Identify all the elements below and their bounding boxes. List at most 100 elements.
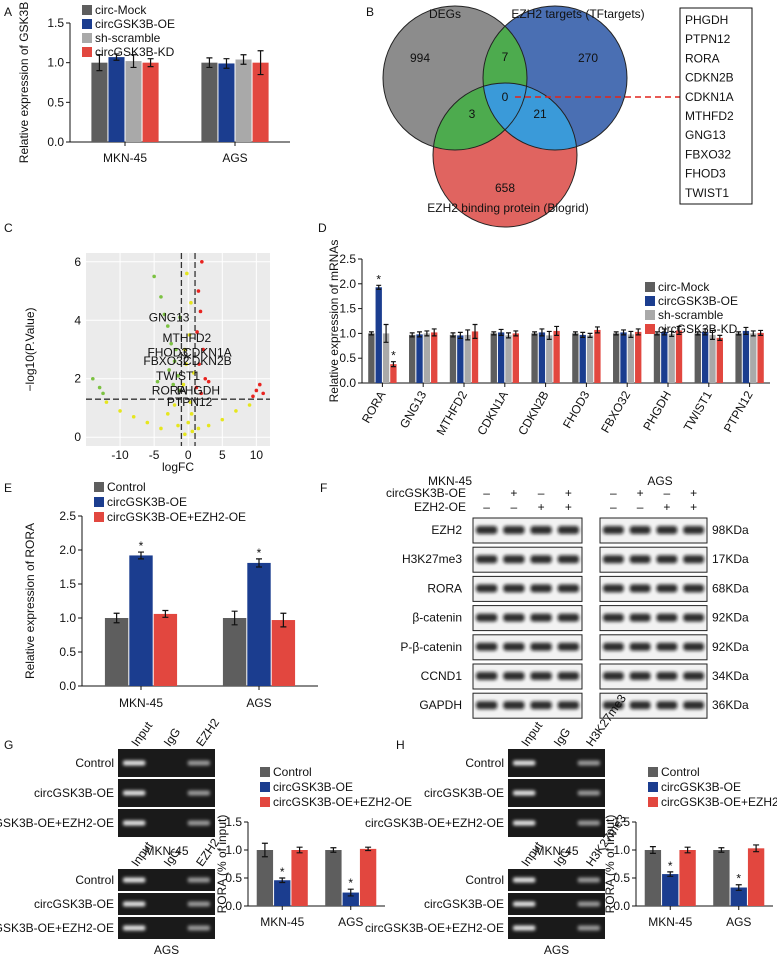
- protein-label: H3K27me3: [402, 552, 462, 566]
- y-tick-label: 0.0: [613, 899, 630, 913]
- y-tick-label: 2.5: [339, 252, 356, 266]
- error-bar: [113, 53, 120, 61]
- point: [183, 432, 187, 437]
- legend-swatch: [260, 797, 270, 807]
- y-tick-label: 1.5: [339, 302, 356, 316]
- protein-size: 34KDa: [712, 669, 749, 683]
- x-tick-label: GNG13: [397, 388, 430, 431]
- x-tick-label: -10: [111, 448, 129, 462]
- treatment-sign: +: [637, 486, 644, 500]
- blot-band: [476, 701, 498, 710]
- gene-annotation: FHOD3: [147, 345, 188, 359]
- bar: [368, 333, 375, 383]
- legend-label: sh-scramble: [95, 31, 161, 45]
- protein-size: 17KDa: [712, 552, 749, 566]
- blot-band: [557, 555, 579, 564]
- gel-band: [187, 901, 210, 907]
- venn-outline: [432, 82, 578, 228]
- bar: [620, 332, 627, 383]
- legend-swatch: [94, 512, 104, 522]
- legend-label: circGSK3B-OE: [273, 780, 353, 794]
- lane-label: IgG: [551, 725, 574, 749]
- panel-label: F: [320, 481, 327, 495]
- error-bar: [750, 330, 756, 337]
- gel-band: [513, 820, 536, 826]
- y-tick-label: 0.0: [47, 135, 64, 149]
- blot-band: [629, 672, 651, 680]
- blot-band: [530, 555, 552, 564]
- blot-band: [603, 526, 624, 534]
- legend-label: circGSK3B-OE+EZH2-OE: [661, 795, 777, 809]
- gel-lane-row: [508, 917, 605, 939]
- lane-label: EZH2: [193, 716, 222, 749]
- protein-label: EZH2: [431, 523, 462, 537]
- venn-set-label: DEGs: [429, 7, 461, 21]
- error-bar: [457, 331, 463, 339]
- legend-swatch: [82, 33, 92, 43]
- gel-lane-row: [118, 893, 215, 915]
- error-bar: [240, 54, 247, 65]
- blot-band: [503, 701, 525, 710]
- x-tick-label: MKN-45: [103, 151, 147, 165]
- error-bar: [676, 325, 682, 335]
- point: [186, 420, 191, 425]
- row-label: circGSK3B-OE+EZH2-OE: [365, 816, 504, 830]
- x-tick-label: 0: [185, 448, 192, 462]
- treatment-sign: –: [637, 500, 644, 514]
- gel-band: [187, 790, 210, 796]
- y-tick-label: 1.5: [225, 815, 242, 829]
- legend-swatch: [260, 767, 270, 777]
- blot-band: [603, 642, 624, 651]
- gene-name: CDKN1A: [685, 90, 734, 104]
- bar: [662, 874, 679, 906]
- significance-mark: *: [139, 539, 144, 553]
- bar: [108, 57, 125, 142]
- bar: [586, 335, 594, 383]
- error-bar: [684, 846, 691, 854]
- blot-band: [683, 672, 704, 680]
- error-bar: [753, 844, 760, 853]
- point: [184, 362, 188, 366]
- bar: [679, 850, 696, 906]
- lane-label: IgG: [161, 725, 184, 749]
- point: [200, 259, 204, 264]
- bar: [129, 555, 153, 686]
- treatment-sign: –: [610, 500, 617, 514]
- bar: [546, 335, 553, 383]
- legend-swatch: [645, 310, 655, 320]
- bar: [375, 287, 382, 383]
- venn-count: 994: [410, 51, 430, 65]
- gel-cell-line: AGS: [154, 943, 179, 956]
- gene-name: TWIST1: [685, 186, 729, 200]
- row-label: Control: [75, 756, 114, 770]
- venn-outline: [482, 5, 628, 151]
- blot-band: [557, 642, 579, 651]
- bar: [416, 334, 423, 383]
- blot-band: [530, 642, 552, 651]
- error-bar: [231, 610, 238, 626]
- y-tick-label: 2.0: [339, 277, 356, 291]
- legend-swatch: [260, 782, 270, 792]
- lane-label: Input: [518, 719, 545, 749]
- blot-band: [530, 584, 552, 593]
- bar: [594, 329, 601, 383]
- error-bar: [296, 846, 303, 854]
- blot-band: [656, 526, 678, 534]
- treatment-sign: +: [690, 500, 697, 514]
- point: [206, 423, 211, 428]
- gel-cell-line: MKN-45: [144, 844, 188, 858]
- protein-label: β-catenin: [412, 611, 462, 625]
- error-bar: [491, 331, 497, 336]
- row-label: Control: [465, 756, 504, 770]
- gel-band: [513, 760, 536, 766]
- gene-name: GNG13: [685, 128, 726, 142]
- blot-band: [656, 584, 678, 593]
- y-tick-label: 1.0: [613, 843, 630, 857]
- gel-band: [577, 877, 600, 883]
- error-bar: [695, 331, 701, 336]
- row-label: Control: [465, 873, 504, 887]
- blot-band: [476, 642, 498, 651]
- x-tick-label: MKN-45: [648, 915, 692, 929]
- x-tick-label: FBXO32: [598, 388, 633, 435]
- error-bar: [621, 329, 626, 336]
